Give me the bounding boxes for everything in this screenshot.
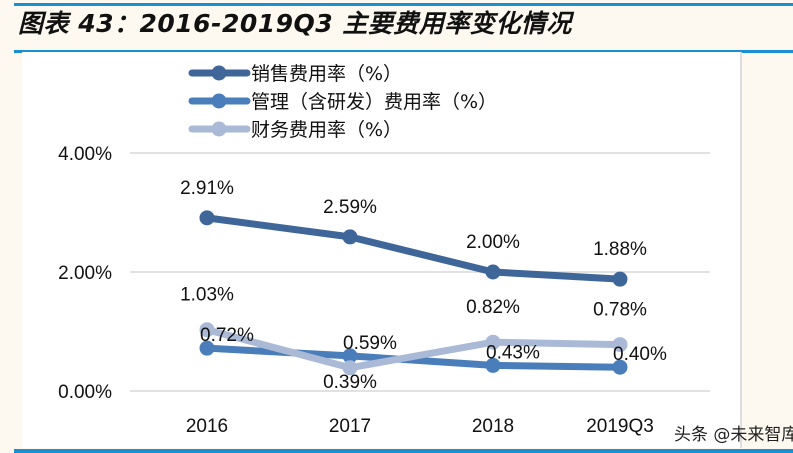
legend-marker	[211, 121, 227, 137]
data-point	[199, 322, 215, 338]
data-point	[342, 229, 358, 245]
data-label: 2.91%	[180, 178, 234, 199]
data-point	[485, 334, 501, 350]
data-label: 0.82%	[466, 297, 520, 318]
series-line	[206, 214, 621, 283]
data-label: 0.43%	[486, 342, 540, 363]
data-label: 0.39%	[323, 372, 377, 393]
x-tick-label: 2016	[186, 416, 228, 437]
series-line	[206, 326, 621, 372]
x-tick-label: 2019Q3	[586, 416, 654, 437]
y-tick-label: 4.00%	[58, 144, 112, 165]
data-point	[485, 264, 501, 280]
top-rule	[14, 3, 793, 6]
legend-label: 管理（含研发）费用率（%）	[251, 91, 497, 113]
chart-title: 图表 43：2016-2019Q3 主要费用率变化情况	[18, 9, 572, 38]
watermark: 头条 @未来智库	[674, 425, 793, 445]
data-label: 0.78%	[593, 300, 647, 321]
x-tick-label: 2017	[329, 416, 371, 437]
legend-marker	[211, 93, 227, 109]
chart-panel	[22, 52, 742, 448]
legend-label: 销售费用率（%）	[251, 63, 402, 85]
data-label: 1.03%	[180, 285, 234, 306]
y-tick-label: 2.00%	[58, 263, 112, 284]
data-point	[342, 348, 358, 364]
legend-marker	[211, 65, 227, 81]
data-point	[485, 357, 501, 373]
data-label: 2.00%	[466, 232, 520, 253]
data-label: 0.40%	[613, 344, 667, 365]
data-point	[612, 271, 628, 287]
y-tick-label: 0.00%	[58, 382, 112, 403]
data-label: 1.88%	[593, 239, 647, 260]
data-label: 0.72%	[200, 325, 254, 346]
data-point	[199, 210, 215, 226]
data-point	[612, 359, 628, 375]
data-point	[612, 337, 628, 353]
legend-label: 财务费用率（%）	[251, 119, 402, 141]
title-rule	[14, 50, 793, 53]
bottom-rule	[14, 449, 793, 453]
data-point	[199, 340, 215, 356]
x-tick-label: 2018	[472, 416, 514, 437]
data-label: 2.59%	[323, 197, 377, 218]
data-label: 0.59%	[343, 333, 397, 354]
data-point	[342, 360, 358, 376]
